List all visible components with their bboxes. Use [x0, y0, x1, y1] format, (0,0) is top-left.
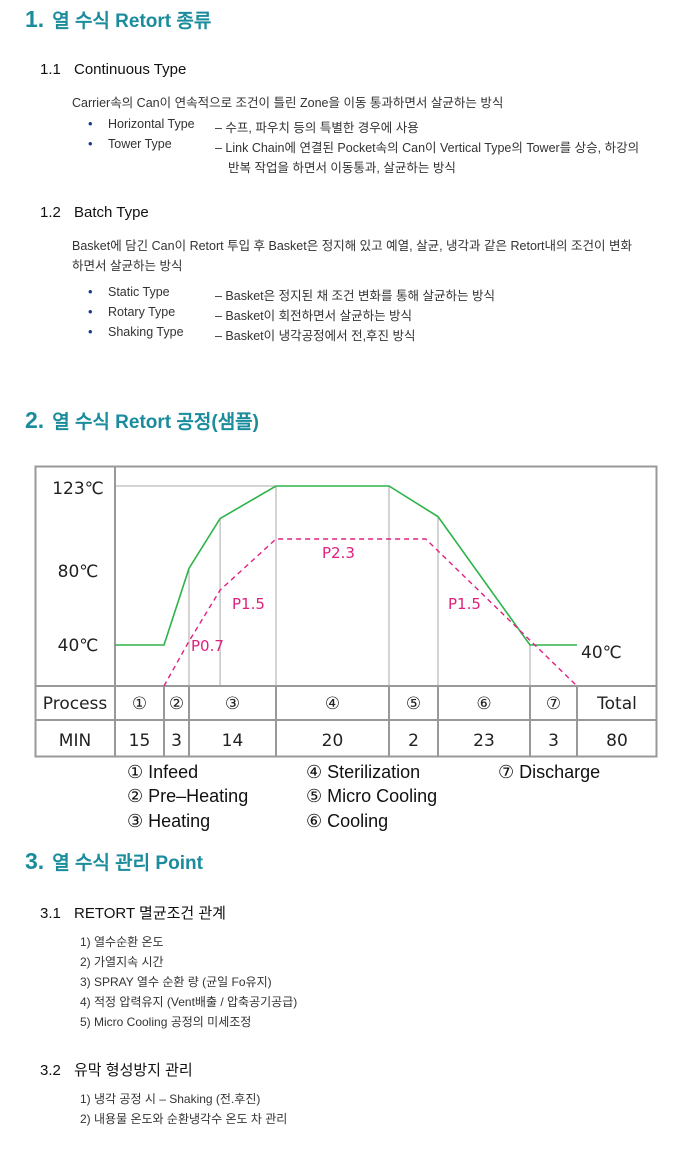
process-minutes: 14 [222, 731, 244, 751]
list-item: 2) 가열지속 시간 [80, 955, 164, 969]
process-number: ① [132, 694, 147, 714]
list-item-label: Horizontal Type [108, 117, 195, 131]
list-item: 1) 열수순환 온도 [80, 935, 164, 949]
pressure-label: P2.3 [322, 544, 355, 562]
list-item: • [88, 284, 93, 299]
y-tick-label: 80℃ [58, 562, 99, 582]
process-number: ④ [325, 694, 340, 714]
legend-item: ⑦ Discharge [498, 762, 601, 782]
section-1-heading: 1. 열 수식 Retort 종류 [25, 6, 211, 33]
chart-grid [115, 485, 531, 686]
subsection-title: 유막 형성방지 관리 [74, 1062, 193, 1079]
process-number: ⑤ [406, 694, 421, 714]
section-number: 1. [25, 6, 45, 32]
list-item-desc: – Basket이 냉각공정에서 전,후진 방식 [215, 329, 416, 343]
subsection-1-2-heading: 1.2 Batch Type [40, 204, 149, 221]
list-item-desc: – Basket이 회전하면서 살균하는 방식 [215, 309, 413, 323]
subsection-3-2-heading: 3.2 유막 형성방지 관리 [40, 1059, 193, 1080]
retort-process-chart: 123℃ 80℃ 40℃ 40℃ P0.7 P1.5 P2.3 P1.5 Pro… [34, 465, 658, 758]
list-item-desc: – Link Chain에 연결된 Pocket속의 Can이 Vertical… [215, 141, 640, 155]
row-header-min: MIN [59, 731, 91, 751]
row-header-process: Process [43, 694, 108, 714]
bullet-icon: • [88, 136, 93, 151]
list-item: 4) 적정 압력유지 (Vent배출 / 압축공기공급) [80, 995, 298, 1009]
list-item-label: Shaking Type [108, 325, 184, 339]
end-temperature-label: 40℃ [581, 643, 622, 663]
total-value: 80 [606, 731, 628, 751]
process-table-lines [34, 465, 658, 758]
list-item: • [88, 304, 93, 319]
pressure-label: P0.7 [191, 637, 224, 655]
list-item-desc: – Basket은 정지된 채 조건 변화를 통해 살균하는 방식 [215, 289, 495, 303]
subsection-title: Continuous Type [74, 61, 187, 78]
bullet-icon: • [88, 116, 93, 131]
section-title: 열 수식 Retort 공정(샘플) [52, 412, 259, 433]
subsection-title: Batch Type [74, 204, 149, 221]
y-tick-label: 40℃ [58, 636, 99, 656]
list-item: 2) 내용물 온도와 순환냉각수 온도 차 관리 [80, 1112, 288, 1126]
subsection-number: 1.2 [40, 204, 61, 221]
bullet-icon: • [88, 324, 93, 339]
list-item-label: Static Type [108, 285, 170, 299]
bullet-icon: • [88, 284, 93, 299]
paragraph: Basket에 담긴 Can이 Retort 투입 후 Basket은 정지해 … [72, 239, 632, 253]
process-minutes: 23 [473, 731, 495, 751]
chart-series [115, 485, 578, 687]
pressure-line [163, 538, 578, 687]
process-number: ⑥ [476, 694, 491, 714]
pressure-label: P1.5 [232, 595, 265, 613]
process-number: ⑦ [546, 694, 561, 714]
y-tick-label: 123℃ [52, 479, 104, 499]
subsection-number: 1.1 [40, 61, 61, 78]
total-header: Total [596, 694, 637, 714]
subsection-number: 3.1 [40, 905, 61, 922]
list-item: 5) Micro Cooling 공정의 미세조정 [80, 1015, 252, 1029]
list-item: 1) 냉각 공정 시 – Shaking (전.후진) [80, 1092, 261, 1106]
legend-item: ⑤ Micro Cooling [306, 786, 438, 806]
subsection-title: RETORT 멸균조건 관계 [74, 905, 226, 922]
pressure-label: P1.5 [448, 595, 481, 613]
section-3-heading: 3. 열 수식 관리 Point [25, 848, 203, 875]
section-2-heading: 2. 열 수식 Retort 공정(샘플) [25, 407, 259, 434]
list-item: • [88, 116, 93, 131]
section-number: 3. [25, 848, 45, 874]
section-number: 2. [25, 407, 45, 433]
process-minutes: 3 [171, 731, 182, 751]
paragraph-cont: 하면서 살균하는 방식 [72, 259, 183, 273]
process-minutes: 20 [322, 731, 344, 751]
list-item: • [88, 324, 93, 339]
section-title: 열 수식 Retort 종류 [52, 11, 212, 32]
legend-item: ⑥ Cooling [306, 811, 389, 831]
list-item-label: Rotary Type [108, 305, 176, 319]
subsection-1-1-heading: 1.1 Continuous Type [40, 61, 186, 78]
process-minutes: 3 [548, 731, 559, 751]
paragraph: Carrier속의 Can이 연속적으로 조건이 틀린 Zone을 이동 통과하… [72, 96, 504, 110]
process-minutes: 2 [408, 731, 419, 751]
section-title: 열 수식 관리 Point [52, 853, 203, 874]
list-item: 3) SPRAY 열수 순환 량 (균일 Fo유지) [80, 975, 272, 989]
subsection-3-1-heading: 3.1 RETORT 멸균조건 관계 [40, 902, 226, 923]
process-minutes: 15 [129, 731, 151, 751]
list-item-desc: – 수프, 파우치 등의 특별한 경우에 사용 [215, 121, 419, 135]
legend-item: ① Infeed [127, 762, 199, 782]
bullet-icon: • [88, 304, 93, 319]
legend-item: ④ Sterilization [306, 762, 421, 782]
list-item-desc-cont: 반복 작업을 하면서 이동통과, 살균하는 방식 [228, 161, 456, 175]
process-table: Process MIN Total 80 ① 15 ② 3 ③ 14 ④ 20 ⑤ 2 ⑥ 23 ⑦ 3 [43, 694, 637, 751]
subsection-number: 3.2 [40, 1062, 61, 1079]
legend-item: ③ Heating [127, 811, 211, 831]
process-number: ② [169, 694, 184, 714]
process-number: ③ [225, 694, 240, 714]
legend-item: ② Pre–Heating [127, 786, 249, 806]
list-item-label: Tower Type [108, 137, 172, 151]
list-item: • [88, 136, 93, 151]
temperature-line [115, 485, 577, 646]
chart-frame [34, 465, 658, 758]
